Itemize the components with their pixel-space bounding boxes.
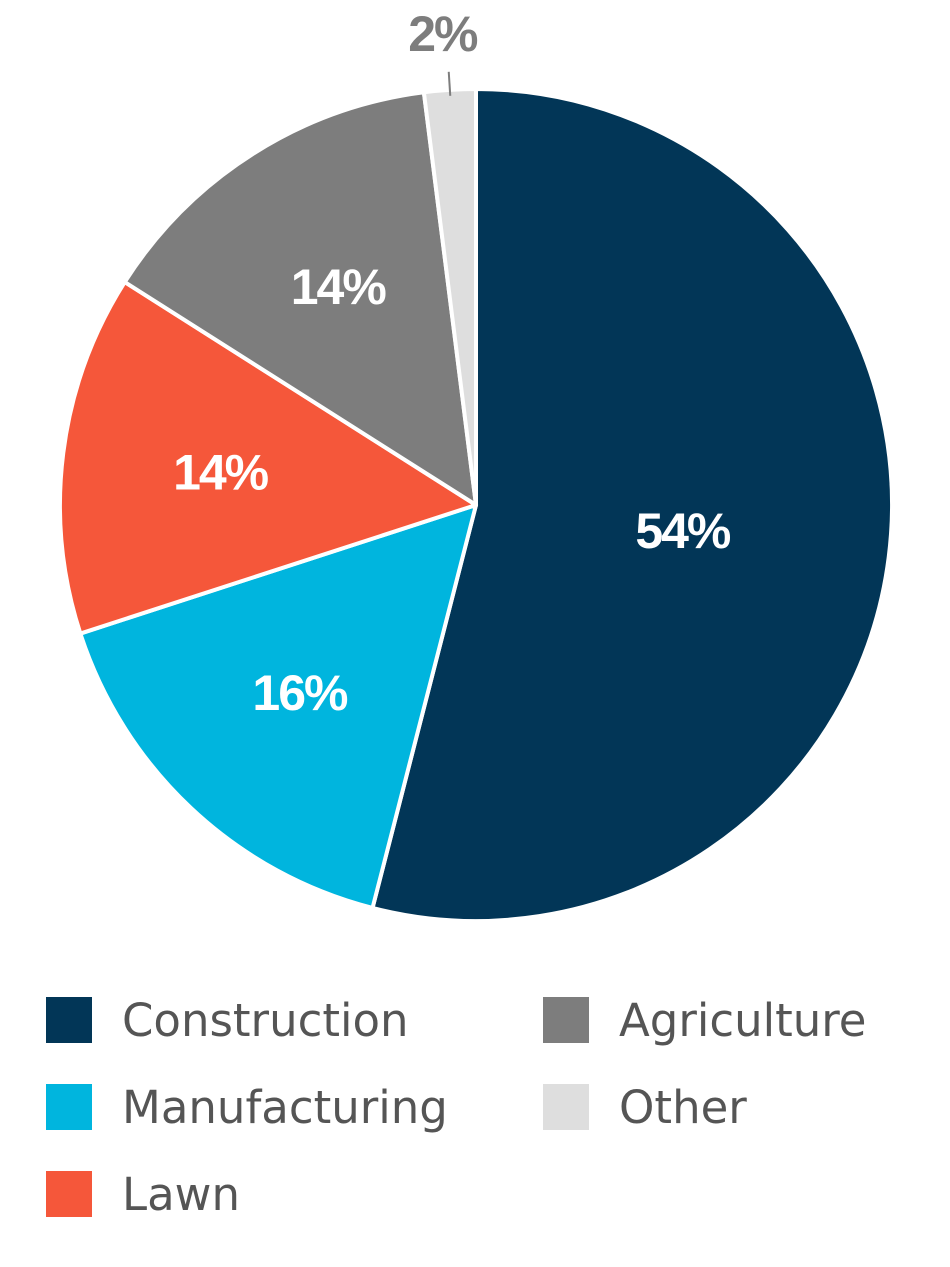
legend-label-manufacturing: Manufacturing (122, 1080, 448, 1134)
legend-item-lawn: Lawn (46, 1164, 240, 1224)
legend-item-other: Other (543, 1077, 747, 1137)
slice-label-lawn: 14% (173, 445, 269, 501)
pie-chart: 54% 16% 14% 14% 2% (58, 6, 894, 923)
pie-slice-lawn (58, 280, 478, 636)
slice-label-other: 2% (408, 6, 478, 62)
pie-slice-construction (370, 87, 894, 923)
legend-swatch-manufacturing (46, 1084, 92, 1130)
legend-item-construction: Construction (46, 990, 409, 1050)
legend-swatch-construction (46, 997, 92, 1043)
legend-label-construction: Construction (122, 993, 409, 1047)
legend-item-agriculture: Agriculture (543, 990, 866, 1050)
legend-swatch-other (543, 1084, 589, 1130)
legend-label-lawn: Lawn (122, 1167, 240, 1221)
legend-swatch-lawn (46, 1171, 92, 1217)
legend-label-other: Other (619, 1080, 747, 1134)
slice-label-manufacturing: 16% (252, 665, 348, 721)
legend: Construction Manufacturing Lawn Agricult… (46, 990, 926, 1230)
legend-item-manufacturing: Manufacturing (46, 1077, 448, 1137)
slice-label-agriculture: 14% (291, 259, 387, 315)
pie-slice-agriculture (122, 90, 478, 507)
leader-line-other (447, 71, 452, 96)
pie-slice-manufacturing (78, 503, 478, 910)
pie-slices (58, 87, 894, 923)
pie-labels: 54% 16% 14% 14% 2% (173, 6, 733, 721)
legend-swatch-agriculture (543, 997, 589, 1043)
slice-label-construction: 54% (635, 503, 731, 559)
legend-label-agriculture: Agriculture (619, 993, 867, 1047)
